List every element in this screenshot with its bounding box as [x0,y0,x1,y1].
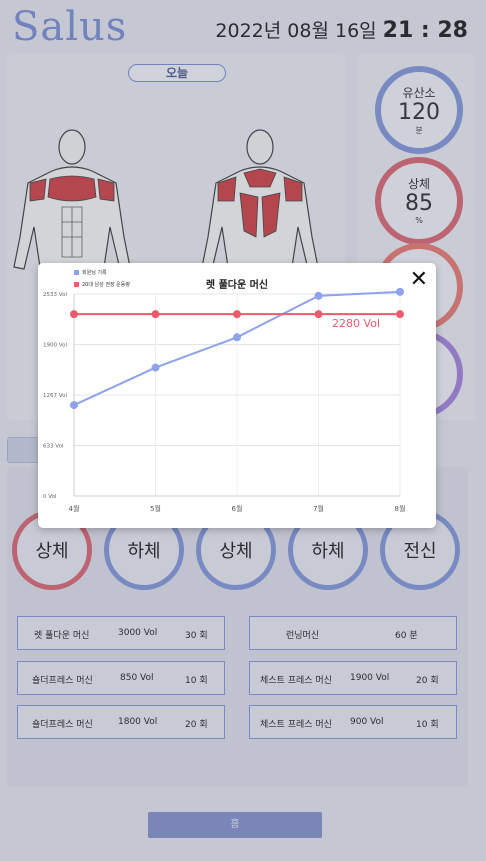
record-name: 숄더프레스 머신 [32,720,93,730]
legend-label: 회원님 기록 [82,270,107,276]
record-count: 10 회 [416,720,439,730]
y-tick-label: 1267 Vol [43,393,67,399]
record-name: 체스트 프레스 머신 [260,676,332,686]
record-amount: 1900 Vol [350,673,390,683]
record-count: 60 분 [395,631,418,641]
record-item[interactable]: 렛 풀다운 머신 3000 Vol 30 회 [17,616,225,650]
data-point [233,310,241,319]
x-tick-label: 8월 [395,504,406,513]
record-count: 20 회 [416,676,439,686]
x-tick-label: 6월 [232,504,243,513]
stat-upper-body[interactable]: 상체 85 % [375,157,463,245]
record-amount: 850 Vol [120,673,154,683]
record-item[interactable]: 숄더프레스 머신 850 Vol 10 회 [17,661,225,695]
line-chart: 0 Vol 633 Vol 1267 Vol 1900 Vol 2533 Vol 4월 5월… [43,287,406,513]
chart-title: 렛 풀다운 머신 [205,280,269,291]
home-button[interactable]: 홈 [148,812,322,838]
stat-label: 유산소 [402,86,436,100]
y-tick-label: 633 Vol [43,444,64,450]
record-count: 20 회 [185,720,208,730]
record-item[interactable]: 체스트 프레스 머신 900 Vol 10 회 [249,705,457,739]
data-point [314,291,323,300]
series-annotation: 2280 Vol [332,317,380,330]
record-item[interactable]: 숄더프레스 머신 1800 Vol 20 회 [17,705,225,739]
app-logo: Salus [12,4,128,50]
record-item[interactable]: 체스트 프레스 머신 1900 Vol 20 회 [249,661,457,695]
x-tick-label: 4월 [69,504,80,513]
record-name: 체스트 프레스 머신 [260,720,332,730]
data-point [70,310,78,319]
data-point [151,310,160,319]
data-point [70,401,78,410]
current-date: 2022년 08월 16일 [215,20,377,42]
data-point [233,333,241,342]
stat-cardio[interactable]: 유산소 120 분 [375,66,463,154]
today-toggle[interactable]: 오늘 [128,64,226,82]
stat-value: 120 [398,100,440,125]
y-tick-label: 0 Vol [43,494,57,500]
record-name: 렛 풀다운 머신 [34,631,90,641]
record-amount: 1800 Vol [118,717,158,727]
current-time: 21 : 28 [382,18,468,43]
data-point [396,310,404,319]
data-point [314,310,323,319]
data-point [151,363,160,372]
legend-swatch-user [74,270,79,275]
record-count: 10 회 [185,676,208,686]
stat-value: 85 [405,191,433,216]
stat-label: 상체 [407,177,431,191]
data-point [396,287,404,296]
record-item[interactable]: 런닝머신 60 분 [249,616,457,650]
record-count: 30 회 [185,631,208,641]
chart-legend: 회원님 기록 20대 남성 권장 운동량 [74,269,130,293]
x-tick-label: 5월 [150,504,161,513]
record-amount: 900 Vol [350,717,384,727]
legend-swatch-recommended [74,282,79,287]
legend-label: 20대 남성 권장 운동량 [82,282,130,288]
y-tick-label: 1900 Vol [43,343,67,349]
y-tick-label: 2533 Vol [43,292,67,298]
chart-modal: 회원님 기록 20대 남성 권장 운동량 렛 풀다운 머신 ✕ 0 Vol 633… [38,263,436,528]
x-tick-label: 7월 [313,504,324,513]
record-name: 숄더프레스 머신 [32,676,93,686]
current-datetime: 2022년 08월 16일 21 : 28 [215,16,468,43]
legend-item: 20대 남성 권장 운동량 [74,281,130,288]
record-name: 런닝머신 [286,631,320,641]
stat-unit: % [415,216,423,225]
close-icon[interactable]: ✕ [409,267,428,292]
stat-unit: 분 [415,126,423,135]
record-amount: 3000 Vol [118,628,158,638]
legend-item: 회원님 기록 [74,269,130,276]
